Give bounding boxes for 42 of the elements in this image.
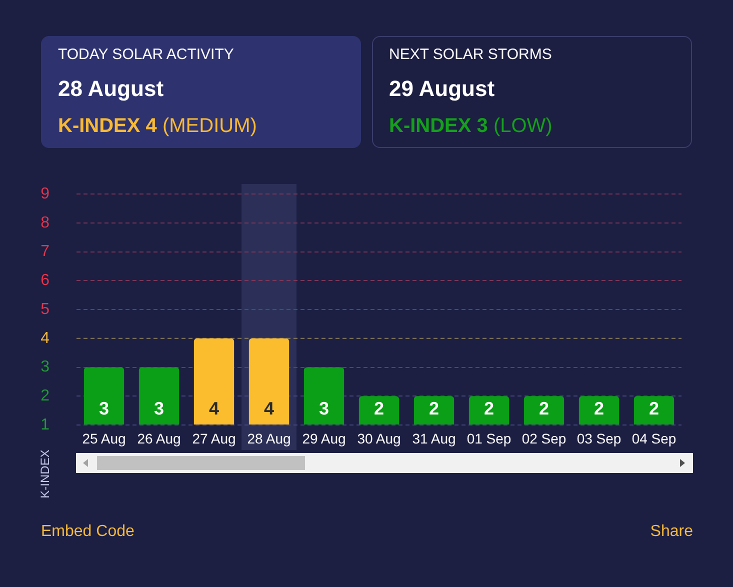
- x-tick-label: 30 Aug: [357, 430, 401, 446]
- data-label: 3: [318, 398, 330, 418]
- y-axis-title: K-INDEX: [38, 450, 52, 498]
- x-tick-label: 31 Aug: [412, 430, 456, 446]
- data-label: 3: [154, 398, 164, 418]
- x-tick-label: 04 Sep: [632, 430, 676, 446]
- y-tick-label: 2: [40, 388, 50, 405]
- x-tick-label: 28 Aug: [247, 430, 291, 446]
- x-tick-label: 29 Aug: [302, 430, 346, 446]
- x-tick-label: 27 Aug: [192, 430, 236, 446]
- x-tick-label: 25 Aug: [82, 430, 126, 446]
- data-label: 2: [428, 398, 440, 418]
- x-tick-label: 26 Aug: [137, 430, 181, 446]
- y-tick-label: 5: [40, 300, 50, 318]
- y-tick-label: 7: [40, 243, 50, 260]
- data-label: 3: [98, 398, 110, 418]
- text: 29 August: [389, 76, 495, 102]
- text: 28 August: [58, 76, 164, 102]
- y-tick-label: 4: [40, 330, 50, 347]
- text: Share: [650, 523, 693, 541]
- text: (LOW): [492, 115, 552, 137]
- y-tick-label: 3: [40, 358, 50, 376]
- data-label: 4: [208, 398, 220, 418]
- data-label: 2: [648, 398, 660, 418]
- text: (MEDIUM): [161, 115, 257, 137]
- data-label: 4: [264, 398, 274, 418]
- x-tick-label: 01 Sep: [466, 430, 512, 446]
- text: K-INDEX 4: [58, 115, 157, 137]
- x-tick-label: 03 Sep: [576, 430, 622, 446]
- data-label: 2: [538, 398, 550, 418]
- y-tick-label: 6: [40, 272, 50, 290]
- text: TODAY SOLAR ACTIVITY: [58, 46, 234, 64]
- x-tick-label: 02 Sep: [522, 430, 566, 446]
- data-label: 2: [594, 398, 604, 418]
- data-label: 2: [484, 398, 494, 418]
- y-tick-label: 1: [40, 416, 50, 434]
- text: NEXT SOLAR STORMS: [389, 46, 552, 64]
- y-tick-label: 9: [40, 185, 50, 202]
- text: K-INDEX 3: [389, 115, 488, 137]
- y-tick-label: 8: [40, 214, 50, 232]
- data-label: 2: [374, 398, 384, 418]
- text: Embed Code: [41, 523, 134, 541]
